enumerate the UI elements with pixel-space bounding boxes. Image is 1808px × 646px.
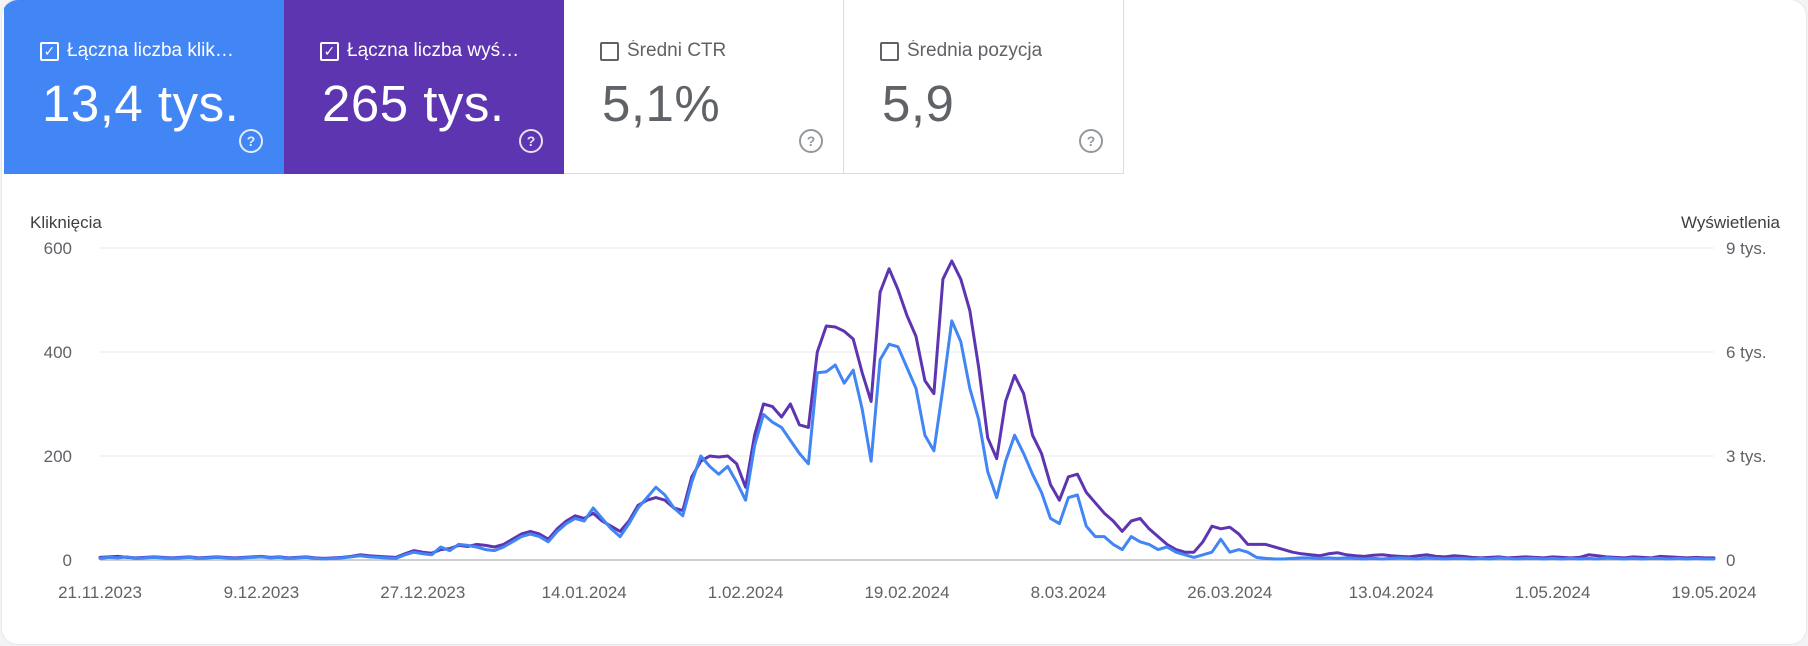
metric-value: 265 tys. (322, 75, 505, 132)
metric-value: 13,4 tys. (42, 75, 240, 132)
metric-label-wrap: ✓ Łączna liczba klik… (40, 40, 234, 62)
y-left-tick-label: 0 (63, 551, 72, 570)
metric-label: Łączna liczba klik… (67, 40, 234, 61)
metric-value: 5,1% (602, 75, 721, 132)
y-right-tick-label: 0 (1726, 551, 1735, 570)
x-tick-label: 19.02.2024 (864, 583, 949, 602)
y-right-axis-title: Wyświetlenia (1681, 213, 1781, 232)
series-line-clicks (98, 319, 1716, 561)
x-tick-label: 21.11.2023 (58, 583, 142, 602)
metric-tabs: ✓ Łączna liczba klik… 13,4 tys. ? ✓ Łącz… (4, 0, 1124, 174)
x-tick-label: 14.01.2024 (542, 583, 627, 602)
checkbox-checked-icon[interactable]: ✓ (320, 41, 339, 61)
chart-axes: Kliknięcia Wyświetlenia 600 9 tys. 400 6 tys.… (30, 213, 1781, 602)
x-tick-label: 27.12.2023 (380, 583, 465, 602)
y-right-tick-label: 3 tys. (1726, 447, 1767, 466)
metric-label-wrap: Średni CTR (600, 40, 726, 62)
checkbox-unchecked-icon[interactable] (600, 41, 619, 61)
metric-average-ctr[interactable]: Średni CTR 5,1% ? (564, 0, 844, 174)
metric-value: 5,9 (882, 75, 955, 132)
help-icon[interactable]: ? (799, 129, 823, 153)
x-tick-label: 1.02.2024 (708, 583, 784, 602)
x-tick-label: 13.04.2024 (1349, 583, 1434, 602)
metric-total-impressions[interactable]: ✓ Łączna liczba wyś… 265 tys. ? (284, 0, 564, 174)
series-line-impressions (98, 259, 1716, 560)
checkbox-checked-icon[interactable]: ✓ (40, 41, 59, 61)
performance-chart: Kliknięcia Wyświetlenia 600 9 tys. 400 6 tys.… (2, 200, 1806, 640)
metric-total-clicks[interactable]: ✓ Łączna liczba klik… 13,4 tys. ? (4, 0, 284, 174)
chart-grid (100, 247, 1714, 561)
chart-svg: Kliknięcia Wyświetlenia 600 9 tys. 400 6 tys.… (30, 213, 1781, 602)
y-right-tick-label: 9 tys. (1726, 239, 1767, 258)
metric-label: Średnia pozycja (907, 40, 1043, 61)
metric-label: Średni CTR (627, 40, 727, 61)
y-right-tick-label: 6 tys. (1726, 343, 1767, 362)
metric-average-position[interactable]: Średnia pozycja 5,9 ? (844, 0, 1124, 174)
help-icon[interactable]: ? (239, 129, 263, 153)
x-tick-label: 1.05.2024 (1515, 583, 1591, 602)
metric-label: Łączna liczba wyś… (347, 40, 520, 61)
metric-label-wrap: Średnia pozycja (880, 40, 1042, 62)
chart-lines (98, 259, 1716, 561)
checkbox-unchecked-icon[interactable] (880, 41, 899, 61)
x-tick-label: 8.03.2024 (1031, 583, 1107, 602)
help-icon[interactable]: ? (1079, 129, 1103, 153)
x-tick-label: 9.12.2023 (224, 583, 300, 602)
y-left-tick-label: 400 (44, 343, 72, 362)
help-icon[interactable]: ? (519, 129, 543, 153)
x-tick-label: 26.03.2024 (1187, 583, 1272, 602)
y-left-axis-title: Kliknięcia (30, 213, 102, 232)
y-left-tick-label: 200 (44, 447, 72, 466)
x-tick-label: 19.05.2024 (1671, 583, 1756, 602)
metric-label-wrap: ✓ Łączna liczba wyś… (320, 40, 519, 62)
y-left-tick-label: 600 (44, 239, 72, 258)
